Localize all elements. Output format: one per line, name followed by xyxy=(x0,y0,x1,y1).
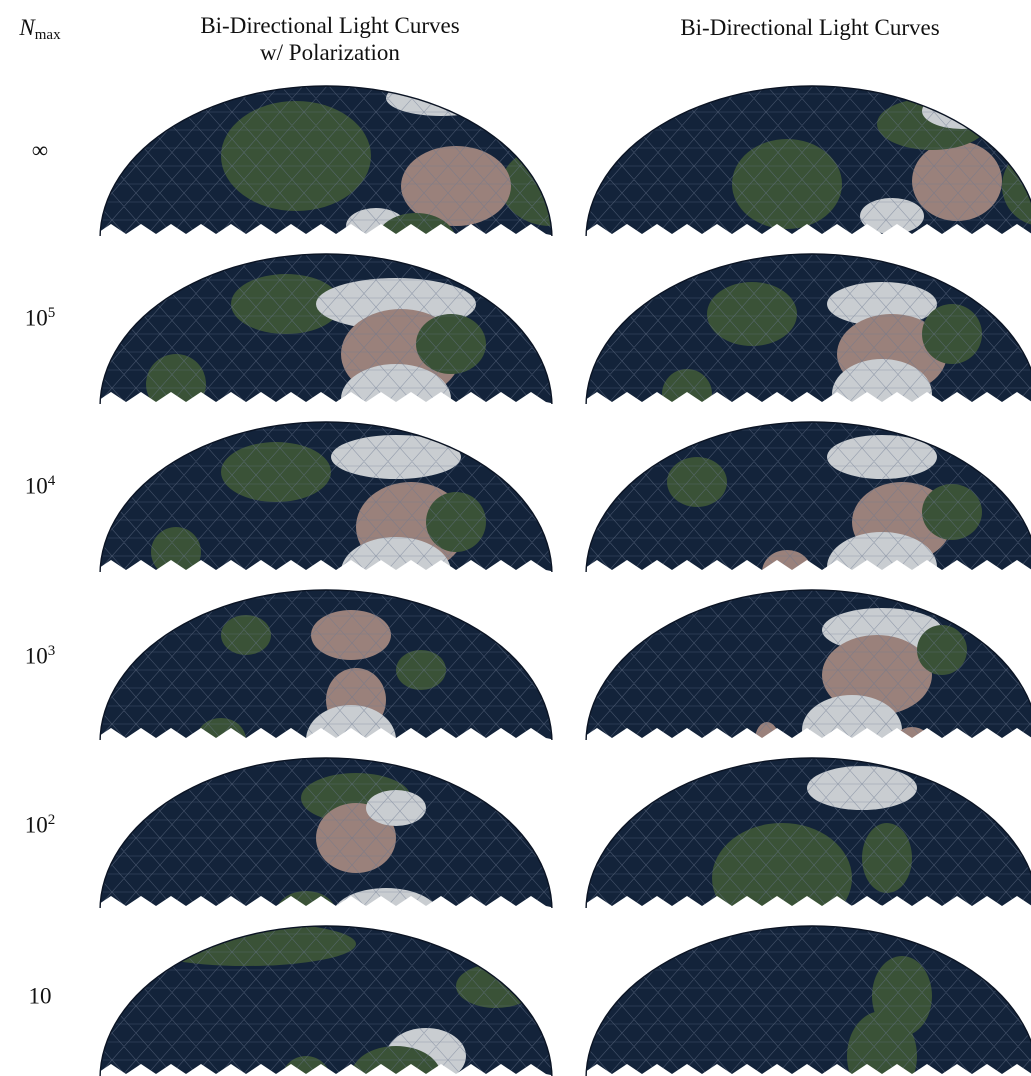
map-panel-1e2-with-polarization xyxy=(96,748,556,908)
ice-region xyxy=(827,435,937,479)
globe-outline xyxy=(99,925,553,1076)
ice-region xyxy=(832,359,932,404)
ice-region xyxy=(807,766,917,810)
land-region xyxy=(426,492,486,552)
cut-edge xyxy=(586,392,1031,404)
cut-edge xyxy=(586,224,1031,236)
column-title-line-1: Bi-Directional Light Curves xyxy=(200,13,460,38)
map-panel-1e3-without-polarization xyxy=(582,580,1031,740)
land-region xyxy=(847,1011,917,1076)
cut-edge xyxy=(100,896,552,908)
ice-region xyxy=(366,790,426,826)
row-label-1e3: 103 xyxy=(24,643,56,669)
land-region xyxy=(136,926,356,966)
land-region xyxy=(196,718,246,740)
globe-outline xyxy=(99,85,553,236)
triangular-mesh xyxy=(586,422,1031,572)
globe-outline xyxy=(99,421,553,572)
globe-outline xyxy=(585,925,1031,1076)
cut-edge xyxy=(100,392,552,404)
cut-edge xyxy=(100,224,552,236)
ice-region xyxy=(860,198,924,234)
triangular-mesh xyxy=(100,590,552,740)
triangular-mesh xyxy=(100,86,552,236)
column-title-with-polarization: Bi-Directional Light Curves w/ Polarizat… xyxy=(120,12,540,66)
map-panel-10-with-polarization xyxy=(96,916,556,1076)
globe-outline xyxy=(585,757,1031,908)
map-panel-10-without-polarization xyxy=(582,916,1031,1076)
land-region xyxy=(221,442,331,502)
ice-region xyxy=(827,532,937,572)
map-panel-1e4-without-polarization xyxy=(582,412,1031,572)
map-panel-1e2-without-polarization xyxy=(582,748,1031,908)
row-label-infinity: ∞ xyxy=(31,137,49,163)
row-label-1e5: 105 xyxy=(24,305,56,331)
land-region xyxy=(667,457,727,507)
triangular-mesh xyxy=(586,758,1031,908)
map-panel-1e5-without-polarization xyxy=(582,244,1031,404)
cut-edge xyxy=(586,896,1031,908)
triangular-mesh xyxy=(100,422,552,572)
land-region xyxy=(221,101,371,211)
map-panel-inf-with-polarization xyxy=(96,76,556,236)
triangular-mesh xyxy=(586,926,1031,1076)
globe-outline xyxy=(99,757,553,908)
land-region xyxy=(877,98,987,150)
cut-edge xyxy=(586,1064,1031,1076)
cut-edge xyxy=(100,728,552,740)
globe-outline xyxy=(99,253,553,404)
land-region xyxy=(231,274,341,334)
row-label-10: 10 xyxy=(28,983,52,1009)
cut-edge xyxy=(586,728,1031,740)
ice-region xyxy=(341,537,451,572)
cut-edge xyxy=(586,560,1031,572)
triangular-mesh xyxy=(586,86,1031,236)
desert-region xyxy=(822,635,932,715)
ice-region xyxy=(802,695,902,740)
ice-region xyxy=(386,86,496,116)
map-panel-1e4-with-polarization xyxy=(96,412,556,572)
cut-edge xyxy=(100,1064,552,1076)
globe-outline xyxy=(585,85,1031,236)
desert-region xyxy=(311,610,391,660)
column-title-without-polarization: Bi-Directional Light Curves xyxy=(680,15,940,40)
ice-region xyxy=(341,364,451,404)
map-panel-1e5-with-polarization xyxy=(96,244,556,404)
column-title-line-2: w/ Polarization xyxy=(260,40,400,65)
cut-edge xyxy=(100,560,552,572)
desert-region xyxy=(762,550,812,572)
row-label-1e4: 104 xyxy=(24,473,56,499)
land-region xyxy=(351,1046,441,1076)
globe-outline xyxy=(99,589,553,740)
map-panel-inf-without-polarization xyxy=(582,76,1031,236)
ice-region xyxy=(922,93,1002,129)
row-label-1e2: 102 xyxy=(24,812,56,838)
land-region xyxy=(416,314,486,374)
triangular-mesh xyxy=(586,590,1031,740)
triangular-mesh xyxy=(100,254,552,404)
nmax-axis-label: Nmax xyxy=(19,15,61,43)
triangular-mesh xyxy=(586,254,1031,404)
land-region xyxy=(151,527,201,572)
ice-region xyxy=(331,435,461,479)
land-region xyxy=(376,213,456,236)
globe-outline xyxy=(585,421,1031,572)
globe-outline xyxy=(585,589,1031,740)
globe-outline xyxy=(585,253,1031,404)
triangular-mesh xyxy=(100,926,552,1076)
map-panel-1e3-with-polarization xyxy=(96,580,556,740)
desert-region xyxy=(912,141,1002,221)
triangular-mesh xyxy=(100,758,552,908)
ice-region xyxy=(306,705,396,740)
land-region xyxy=(862,823,912,893)
